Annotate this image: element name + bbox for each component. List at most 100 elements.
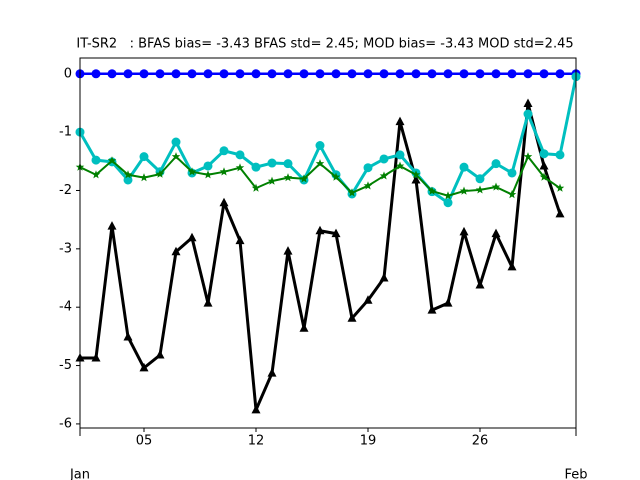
- marker: [523, 152, 533, 161]
- marker: [443, 191, 453, 200]
- marker: [299, 323, 309, 332]
- marker: [251, 69, 261, 79]
- marker: [187, 69, 197, 79]
- marker: [555, 69, 565, 79]
- marker: [379, 154, 389, 164]
- marker: [283, 69, 293, 79]
- marker: [299, 69, 309, 79]
- marker: [379, 69, 389, 79]
- marker: [203, 161, 213, 171]
- marker: [203, 170, 213, 179]
- marker: [235, 150, 245, 160]
- marker: [123, 69, 133, 79]
- marker: [171, 137, 181, 147]
- marker: [523, 98, 533, 108]
- x-tick-label: 19: [360, 434, 377, 449]
- marker: [491, 182, 501, 191]
- marker: [459, 186, 469, 195]
- marker: [539, 149, 549, 159]
- marker: [235, 235, 245, 245]
- marker: [315, 141, 325, 151]
- marker: [507, 69, 517, 79]
- marker: [347, 69, 357, 79]
- marker: [123, 170, 133, 179]
- marker: [283, 159, 293, 169]
- y-tick-label: 0: [64, 66, 72, 81]
- marker: [475, 280, 485, 289]
- x-tick-label: 26: [472, 434, 489, 449]
- marker: [139, 152, 149, 162]
- marker: [331, 228, 341, 238]
- marker: [91, 352, 101, 362]
- x-month-label: Feb: [564, 468, 587, 480]
- marker: [91, 69, 101, 79]
- marker: [187, 232, 197, 242]
- marker: [107, 221, 117, 230]
- marker: [347, 188, 357, 197]
- marker: [123, 175, 133, 185]
- marker: [507, 261, 517, 271]
- marker: [475, 174, 485, 184]
- marker: [299, 174, 309, 183]
- marker: [411, 174, 421, 184]
- marker: [107, 69, 117, 79]
- marker: [459, 69, 469, 79]
- marker: [379, 273, 389, 282]
- marker: [443, 198, 453, 208]
- marker: [267, 158, 277, 168]
- marker: [523, 109, 533, 119]
- marker: [187, 167, 197, 176]
- marker: [235, 69, 245, 79]
- marker: [171, 152, 181, 161]
- y-tick-label: -2: [59, 183, 72, 198]
- marker: [203, 298, 213, 307]
- marker: [411, 69, 421, 79]
- y-tick-label: -4: [59, 300, 72, 315]
- marker: [523, 69, 533, 79]
- marker: [331, 69, 341, 79]
- marker: [139, 362, 149, 372]
- marker: [443, 298, 453, 307]
- marker: [491, 69, 501, 79]
- marker: [539, 160, 549, 170]
- marker: [315, 225, 325, 235]
- marker: [91, 155, 101, 165]
- marker: [155, 169, 165, 178]
- marker: [491, 228, 501, 238]
- marker: [251, 404, 261, 414]
- marker: [203, 69, 213, 79]
- marker: [555, 208, 565, 218]
- y-tick-label: -5: [59, 358, 72, 373]
- marker: [363, 69, 373, 79]
- marker: [347, 313, 357, 322]
- marker: [363, 181, 373, 190]
- x-tick-label: 05: [136, 434, 153, 449]
- marker: [363, 163, 373, 173]
- marker: [171, 246, 181, 256]
- series-line: [80, 76, 576, 205]
- marker: [235, 163, 245, 172]
- marker: [555, 150, 565, 160]
- marker: [219, 146, 229, 156]
- marker: [427, 186, 437, 195]
- marker: [395, 161, 405, 170]
- marker: [539, 172, 549, 181]
- x-month-label: Jan: [69, 468, 90, 480]
- marker: [459, 226, 469, 236]
- marker: [555, 183, 565, 192]
- marker: [475, 69, 485, 79]
- x-tick-label: 12: [248, 434, 265, 449]
- marker: [395, 116, 405, 126]
- marker: [251, 162, 261, 172]
- y-tick-label: -1: [59, 125, 72, 140]
- marker: [427, 69, 437, 79]
- marker: [539, 69, 549, 79]
- marker: [395, 150, 405, 160]
- marker: [395, 69, 405, 79]
- marker: [219, 69, 229, 79]
- marker: [315, 159, 325, 168]
- marker: [155, 350, 165, 359]
- marker: [459, 162, 469, 172]
- marker: [491, 159, 501, 169]
